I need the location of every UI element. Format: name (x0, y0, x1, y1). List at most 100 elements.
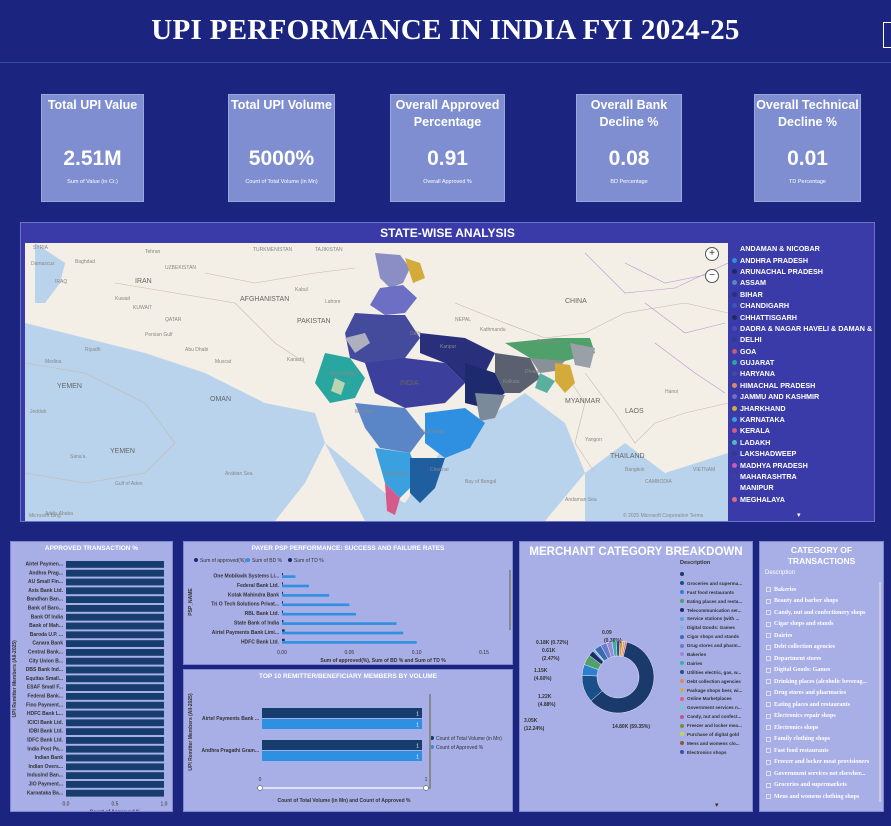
legend-item[interactable]: ANDAMAN & NICOBAR (732, 243, 872, 254)
top10-legend-label[interactable]: Count of Approved % (436, 745, 484, 751)
merchant-legend-item[interactable]: Mens and womens clo... (680, 739, 752, 748)
legend-item[interactable]: KERALA (732, 425, 872, 436)
legend-item[interactable]: CHANDIGARH (732, 300, 872, 311)
psp-bd-bar[interactable] (282, 594, 330, 597)
approved-bar[interactable] (66, 587, 164, 595)
merchant-legend-item[interactable]: Purchase of digital gold (680, 730, 752, 739)
category-item[interactable]: Mens and womens clothing shops (766, 791, 884, 803)
merchant-legend-item[interactable]: Eating places and resta... (680, 597, 752, 606)
checkbox-icon[interactable] (766, 771, 771, 777)
psp-legend-label[interactable]: Sum of TD % (294, 558, 324, 564)
legend-item[interactable]: ARUNACHAL PRADESH (732, 266, 872, 277)
category-item[interactable]: Drinking places (alcoholic beverag... (766, 676, 884, 688)
psp-bd-bar[interactable] (282, 575, 296, 578)
psp-td-bar[interactable] (282, 591, 283, 594)
merchant-legend-item[interactable]: Dairies (680, 659, 752, 668)
checkbox-icon[interactable] (766, 644, 771, 650)
psp-bd-bar[interactable] (282, 641, 417, 644)
approved-bar[interactable] (66, 719, 164, 727)
checkbox-icon[interactable] (766, 679, 771, 685)
zoom-out-button[interactable]: − (705, 269, 719, 283)
merchant-legend-item[interactable]: Fast food restaurants (680, 588, 752, 597)
psp-legend-label[interactable]: Sum of approved(%) (200, 558, 246, 564)
legend-item[interactable]: MADHYA PRADESH (732, 459, 872, 470)
category-scrollbar[interactable] (879, 582, 881, 802)
approved-bar[interactable] (66, 737, 164, 744)
india-states[interactable] (315, 253, 595, 515)
approved-bar[interactable] (66, 675, 164, 683)
category-item[interactable]: Dairies (766, 630, 884, 642)
legend-item[interactable]: DELHI (732, 334, 872, 345)
category-item[interactable]: Electronics shops (766, 722, 884, 734)
legend-item[interactable]: HIMACHAL PRADESH (732, 380, 872, 391)
category-item[interactable]: Eating places and restaurants (766, 699, 884, 711)
checkbox-icon[interactable] (766, 610, 771, 616)
checkbox-icon[interactable] (766, 633, 771, 639)
psp-td-bar[interactable] (282, 601, 283, 604)
legend-item[interactable]: BIHAR (732, 289, 872, 300)
category-item[interactable]: Electronics repair shops (766, 711, 884, 723)
approved-bar[interactable] (66, 657, 164, 665)
checkbox-icon[interactable] (766, 598, 771, 604)
checkbox-icon[interactable] (766, 702, 771, 708)
merchant-legend-item[interactable]: Candy, nut and confect... (680, 712, 752, 721)
legend-item[interactable]: LADAKH (732, 437, 872, 448)
checkbox-icon[interactable] (766, 667, 771, 673)
donut-slice[interactable] (621, 641, 628, 657)
zoom-in-button[interactable]: + (705, 247, 719, 261)
merchant-legend-item[interactable] (680, 570, 752, 579)
approved-bar[interactable] (66, 561, 164, 568)
merchant-legend-item[interactable]: Digital Goods: Games (680, 623, 752, 632)
category-item[interactable]: Family clothing shops (766, 734, 884, 746)
approved-bar[interactable] (66, 772, 164, 779)
top10-legend-label[interactable]: Count of Total Volume (in Mn) (436, 736, 502, 742)
approved-bar[interactable] (66, 789, 164, 797)
approved-bar[interactable] (66, 605, 164, 612)
merchant-legend-item[interactable]: Utilities electric, gas, w... (680, 668, 752, 677)
approved-bar[interactable] (66, 684, 164, 691)
merchant-legend-item[interactable]: Drug stores and pharm... (680, 641, 752, 650)
legend-item[interactable]: CHHATTISGARH (732, 311, 872, 322)
legend-item[interactable]: JHARKHAND (732, 402, 872, 413)
checkbox-icon[interactable] (766, 587, 771, 593)
checkbox-icon[interactable] (766, 748, 771, 754)
merchant-legend-item[interactable]: Package shops beer, wi... (680, 686, 752, 695)
approved-bar[interactable] (66, 701, 164, 709)
top10-volume-bar[interactable] (262, 740, 422, 750)
top10-range-handle-end[interactable] (423, 785, 429, 791)
legend-item[interactable]: MEGHALAYA (732, 494, 872, 505)
legend-item[interactable]: MAHARASHTRA (732, 471, 872, 482)
checkbox-icon[interactable] (766, 690, 771, 696)
legend-item[interactable]: HARYANA (732, 368, 872, 379)
approved-bar[interactable] (66, 754, 164, 762)
focus-mode-icon[interactable] (883, 22, 891, 48)
legend-item[interactable]: DADRA & NAGAR HAVELI & DAMAN & DIU (732, 323, 872, 334)
checkbox-icon[interactable] (766, 713, 771, 719)
category-item[interactable]: Debt collection agencies (766, 642, 884, 654)
psp-bd-bar[interactable] (282, 603, 350, 607)
approved-bar[interactable] (66, 693, 164, 700)
psp-scrollbar[interactable] (509, 570, 511, 630)
psp-bd-bar[interactable] (282, 612, 357, 616)
psp-td-bar[interactable] (282, 620, 284, 623)
approved-bar[interactable] (66, 781, 164, 788)
merchant-legend-scroll-icon[interactable]: ▾ (715, 802, 719, 809)
psp-td-bar[interactable] (282, 629, 285, 632)
psp-td-bar[interactable] (282, 582, 283, 585)
legend-scroll-down-icon[interactable]: ▾ (797, 512, 801, 519)
top10-approved-bar[interactable] (262, 751, 422, 761)
legend-item[interactable]: GOA (732, 346, 872, 357)
map-attribution[interactable]: © 2025 Microsoft Corporation Terms (623, 512, 704, 519)
psp-bd-bar[interactable] (282, 622, 397, 625)
approved-bar[interactable] (66, 596, 164, 603)
map-canvas[interactable]: SYRIA Damascus Baghdad IRAQ Kuwait IRAN … (25, 243, 728, 521)
psp-td-bar[interactable] (282, 573, 283, 576)
legend-item[interactable]: ASSAM (732, 277, 872, 288)
donut-slice[interactable] (590, 641, 655, 714)
psp-legend-label[interactable]: Sum of BD % (252, 558, 283, 564)
approved-bar[interactable] (66, 578, 164, 586)
merchant-legend-item[interactable]: Bakeries (680, 650, 752, 659)
legend-item[interactable]: JAMMU AND KASHMIR (732, 391, 872, 402)
category-item[interactable]: Candy, nut and confectionery shops (766, 607, 884, 619)
checkbox-icon[interactable] (766, 736, 771, 742)
